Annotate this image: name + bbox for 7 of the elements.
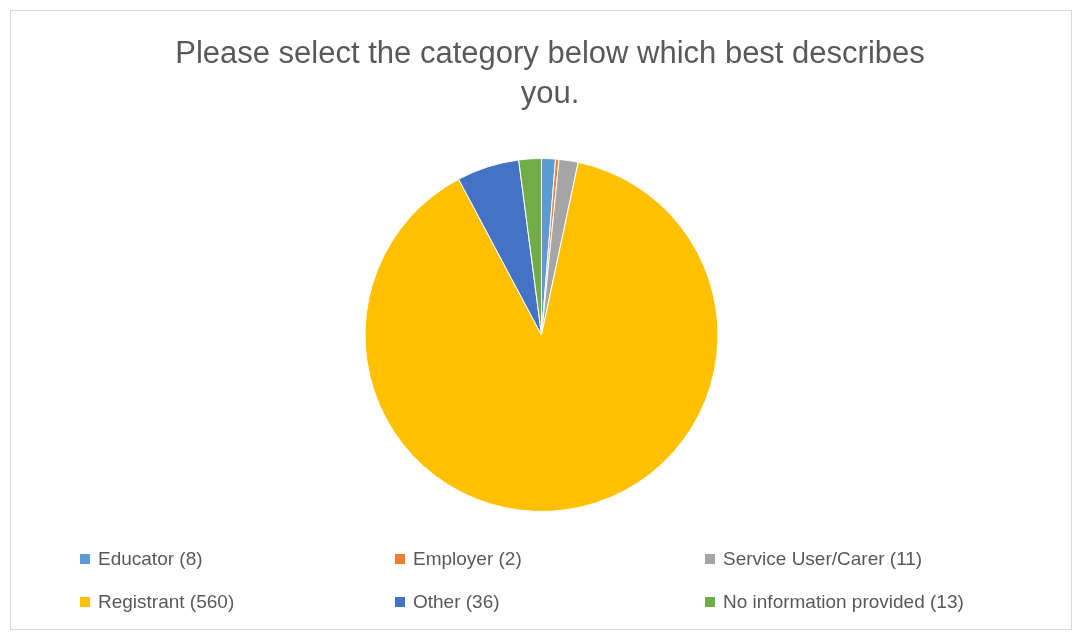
legend-label: Registrant (560) — [98, 591, 235, 613]
legend-label: No information provided (13) — [723, 591, 964, 613]
legend-label: Other (36) — [413, 591, 500, 613]
chart-title: Please select the category below which best describes you. — [174, 34, 926, 112]
legend-label: Employer (2) — [413, 548, 522, 570]
legend-label: Service User/Carer (11) — [723, 548, 923, 570]
legend-label: Educator (8) — [98, 548, 203, 570]
